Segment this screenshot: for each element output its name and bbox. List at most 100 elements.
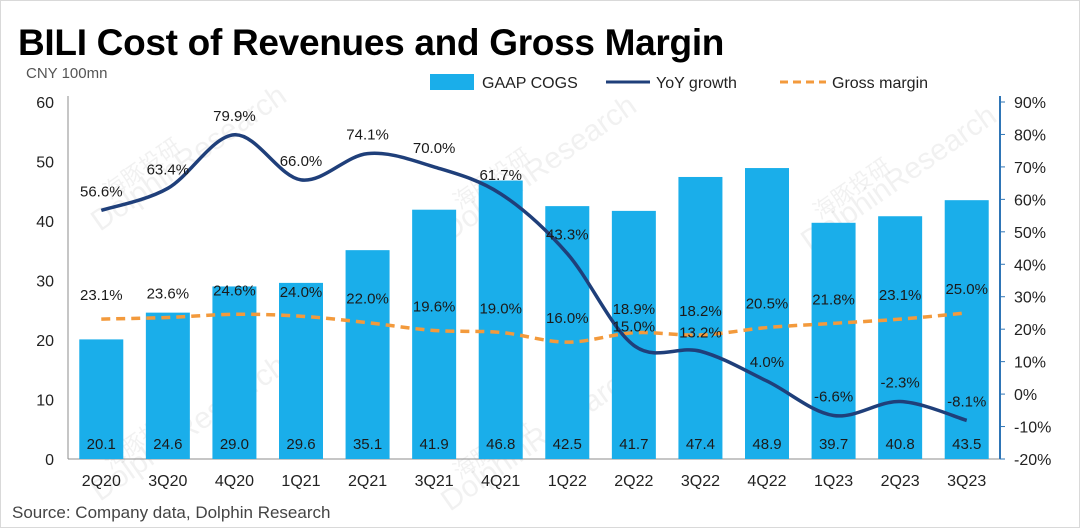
left-tick-label: 30 <box>36 274 54 291</box>
cogs-bar <box>811 222 856 459</box>
x-tick-label: 4Q21 <box>481 473 520 490</box>
left-tick-label: 0 <box>45 452 54 469</box>
x-tick-label: 2Q21 <box>348 473 387 490</box>
cogs-bar <box>345 250 390 459</box>
right-tick-label: 60% <box>1014 192 1046 209</box>
yoy-growth-label: -2.3% <box>881 375 920 392</box>
gross-margin-label: 19.0% <box>479 300 522 317</box>
cogs-bar <box>412 209 457 459</box>
gross-margin-label: 19.6% <box>413 298 456 315</box>
cogs-value-label: 29.0 <box>220 436 249 453</box>
cogs-bar <box>611 210 656 459</box>
yoy-growth-label: 56.6% <box>80 183 123 200</box>
gross-margin-label: 23.1% <box>879 287 922 304</box>
left-tick-label: 50 <box>36 155 54 172</box>
yoy-growth-label: 15.0% <box>613 318 656 335</box>
left-tick-label: 10 <box>36 393 54 410</box>
cogs-value-label: 39.7 <box>819 436 848 453</box>
yoy-growth-label: 43.3% <box>546 227 589 244</box>
x-tick-label: 1Q22 <box>548 473 587 490</box>
cogs-value-label: 47.4 <box>686 436 715 453</box>
left-tick-label: 60 <box>36 95 54 112</box>
yoy-growth-label: 66.0% <box>280 153 323 170</box>
cogs-value-label: 20.1 <box>87 436 116 453</box>
right-tick-label: 30% <box>1014 290 1046 307</box>
cogs-bar <box>745 168 789 460</box>
right-tick-label: 40% <box>1014 257 1046 274</box>
cogs-bar <box>212 286 257 459</box>
right-tick-label: 80% <box>1014 127 1046 144</box>
cogs-bar <box>478 180 523 460</box>
yoy-growth-label: -8.1% <box>947 393 986 410</box>
gross-margin-label: 22.0% <box>346 291 389 308</box>
left-tick-label: 40 <box>36 214 54 231</box>
yoy-growth-label: -6.6% <box>814 389 853 406</box>
watermark-en: DolphinResearch <box>85 79 292 238</box>
x-tick-label: 4Q22 <box>747 473 786 490</box>
right-tick-label: 0% <box>1014 387 1037 404</box>
yoy-growth-label: 74.1% <box>346 127 389 144</box>
right-tick-label: 90% <box>1014 95 1046 112</box>
cogs-value-label: 35.1 <box>353 436 382 453</box>
x-tick-label: 3Q23 <box>947 473 986 490</box>
yoy-growth-label: 61.7% <box>479 167 522 184</box>
x-tick-label: 2Q20 <box>82 473 121 490</box>
gross-margin-label: 18.9% <box>613 301 656 318</box>
yoy-growth-label: 79.9% <box>213 108 256 125</box>
cogs-value-label: 24.6 <box>153 436 182 453</box>
cogs-bar <box>878 216 923 459</box>
x-tick-label: 3Q22 <box>681 473 720 490</box>
yoy-growth-line <box>100 133 968 423</box>
gross-margin-label: 21.8% <box>812 291 855 308</box>
gross-margin-label: 23.1% <box>80 287 123 304</box>
watermark-en: DolphinResearch <box>435 359 642 518</box>
yoy-growth-label: 13.2% <box>679 324 722 341</box>
cogs-bar <box>678 176 723 459</box>
source-note: Source: Company data, Dolphin Research <box>12 503 331 522</box>
x-tick-label: 3Q20 <box>148 473 187 490</box>
gross-margin-label: 18.2% <box>679 303 722 320</box>
legend-label-yoy: YoY growth <box>656 75 737 92</box>
x-tick-label: 4Q20 <box>215 473 254 490</box>
x-tick-label: 1Q23 <box>814 473 853 490</box>
gross-margin-label: 24.6% <box>213 282 256 299</box>
cogs-bar <box>79 339 124 459</box>
right-tick-label: 10% <box>1014 355 1046 372</box>
cogs-value-label: 42.5 <box>553 436 582 453</box>
cogs-value-label: 40.8 <box>886 436 915 453</box>
gross-margin-label: 23.6% <box>147 285 190 302</box>
right-tick-label: 20% <box>1014 322 1046 339</box>
cogs-bar <box>279 282 323 459</box>
unit-label: CNY 100mn <box>26 65 108 82</box>
legend-swatch-cogs <box>430 74 474 90</box>
right-tick-label: 50% <box>1014 225 1046 242</box>
x-tick-label: 2Q23 <box>881 473 920 490</box>
cogs-value-label: 43.5 <box>952 436 981 453</box>
right-tick-label: -10% <box>1014 420 1051 437</box>
cogs-bar <box>545 206 590 459</box>
chart-title: BILI Cost of Revenues and Gross Margin <box>18 22 725 63</box>
cogs-value-label: 29.6 <box>286 436 315 453</box>
cogs-value-label: 48.9 <box>752 436 781 453</box>
x-tick-label: 3Q21 <box>415 473 454 490</box>
cogs-value-label: 41.9 <box>420 436 449 453</box>
right-tick-label: 70% <box>1014 160 1046 177</box>
gross-margin-label: 16.0% <box>546 310 589 327</box>
gross-margin-line <box>101 311 967 344</box>
gross-margin-label: 20.5% <box>746 296 789 313</box>
x-tick-label: 1Q21 <box>281 473 320 490</box>
yoy-growth-label: 63.4% <box>147 161 190 178</box>
x-tick-label: 2Q22 <box>614 473 653 490</box>
gross-margin-label: 24.0% <box>280 284 323 301</box>
legend-label-margin: Gross margin <box>832 75 928 92</box>
left-tick-label: 20 <box>36 333 54 350</box>
yoy-growth-label: 70.0% <box>413 140 456 157</box>
legend-label-cogs: GAAP COGS <box>482 75 578 92</box>
yoy-growth-label: 4.0% <box>750 354 784 371</box>
right-tick-label: -20% <box>1014 452 1051 469</box>
cogs-bar <box>145 312 190 459</box>
cogs-value-label: 41.7 <box>619 436 648 453</box>
gross-margin-label: 25.0% <box>945 281 988 298</box>
cogs-value-label: 46.8 <box>486 436 515 453</box>
